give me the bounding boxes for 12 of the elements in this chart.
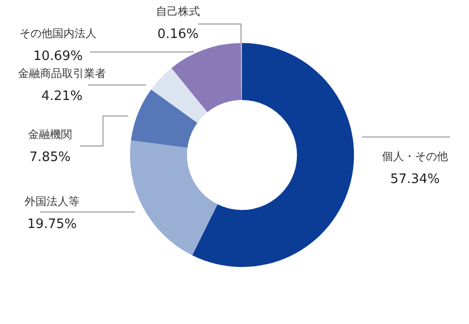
slice-label: 金融商品取引業者 xyxy=(18,67,106,80)
data-label: 7.85% xyxy=(29,150,71,165)
data-label: 10.69% xyxy=(33,49,83,64)
slice-label: 外国法人等 xyxy=(24,195,80,208)
data-label: 4.21% xyxy=(41,89,83,104)
slice-label: 自己株式 xyxy=(156,5,200,18)
data-label: 19.75% xyxy=(27,217,77,232)
data-label: 0.16% xyxy=(157,27,199,42)
slice-label: その他国内法人 xyxy=(20,27,96,40)
slice-label: 金融機関 xyxy=(28,128,72,141)
data-label: 57.34% xyxy=(390,172,440,187)
slice-label: 個人・その他 xyxy=(382,150,448,163)
